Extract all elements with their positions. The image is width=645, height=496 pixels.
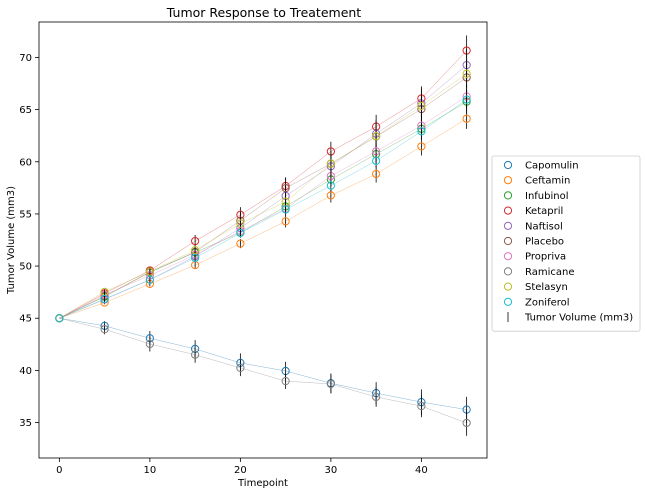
series-line [59,101,467,319]
y-tick-label: 35 [19,418,32,429]
data-point [372,392,381,402]
series-line [59,317,467,424]
data-point [145,267,154,276]
x-tick-label: 40 [415,465,428,476]
data-point [372,132,381,141]
data-point [191,350,200,359]
series-zoniferol [55,90,471,323]
series-ceftamin [55,108,471,323]
y-axis-label: Tumor Volume (mm3) [6,186,17,295]
legend-marker [503,236,513,246]
legend-label: Ramicane [525,267,575,278]
x-tick-label: 30 [325,465,338,476]
data-point [236,228,245,238]
legend-marker [503,221,513,230]
legend-label: Tumor Volume (mm3) [524,313,633,324]
x-tick-label: 10 [144,465,157,476]
data-point [326,191,335,200]
data-point [281,217,290,226]
series-ketapril [55,35,471,323]
data-point [462,69,471,78]
data-point [100,294,109,304]
series-line [59,118,467,319]
data-point [462,114,471,123]
series-line [59,64,467,319]
legend-label: Infubinol [525,191,569,202]
data-point [145,275,154,284]
data-point [281,205,290,214]
data-point [417,142,426,151]
legend-label: Zoniferol [525,297,570,308]
data-point [372,169,381,179]
data-point [191,253,200,263]
data-point [462,418,471,428]
legend-marker [503,267,513,276]
data-point [281,183,290,193]
data-point [417,101,426,110]
x-tick-label: 0 [56,465,62,476]
series-line [59,96,467,319]
data-point [191,236,200,246]
series-line [59,99,467,319]
legend-label: Ketapril [525,206,563,217]
y-tick-label: 60 [19,157,32,168]
y-tick-label: 55 [19,209,32,220]
data-point [326,181,335,190]
data-point [417,402,426,411]
legend-label: Naftisol [525,221,563,232]
series-line [59,317,467,410]
data-point [191,246,200,255]
data-point [55,314,64,323]
legend-marker [503,191,513,200]
legend-label: Propriva [525,252,566,263]
data-point [236,239,245,248]
data-point [372,156,381,165]
legend-label: Ceftamin [525,176,570,187]
legend-box [491,155,641,332]
legend-marker [503,160,513,170]
series-stelasyn [55,59,471,323]
chart-title: Tumor Response to Treatement [166,5,362,20]
series-placebo [55,63,471,323]
legend-marker [503,297,513,306]
plot-frame [38,21,488,459]
legend-marker [503,252,513,261]
legend-label: Capomulin [525,161,579,172]
y-tick-label: 45 [19,314,32,325]
series-naftisol [55,48,471,323]
legend-marker [503,206,513,215]
legend-marker [503,176,513,185]
y-tick-label: 50 [19,262,32,273]
data-point [145,339,154,349]
legend-marker [503,282,513,291]
x-axis-label: Timepoint [237,478,288,489]
series-capomulin [55,314,471,423]
series-line [59,50,467,319]
data-point [462,95,471,104]
series-line [59,73,467,319]
data-point [236,219,245,228]
data-point [326,379,335,389]
legend-label: Stelasyn [525,282,568,293]
series-infubinol [55,89,471,323]
data-point [100,325,109,334]
x-tick-label: 20 [234,465,247,476]
data-point [281,377,290,386]
series-ramicane [55,314,471,436]
legend: Capomulin Ceftamin Infubinol Ketapril Naftis… [491,155,641,332]
y-tick-label: 65 [19,105,32,116]
series-line [59,77,467,319]
legend-label: Placebo [525,237,564,248]
series-propriva [55,84,471,323]
y-tick-label: 70 [19,53,32,64]
data-point [236,363,245,372]
y-tick-label: 40 [19,366,32,377]
data-point [326,159,335,168]
data-point [417,127,426,136]
